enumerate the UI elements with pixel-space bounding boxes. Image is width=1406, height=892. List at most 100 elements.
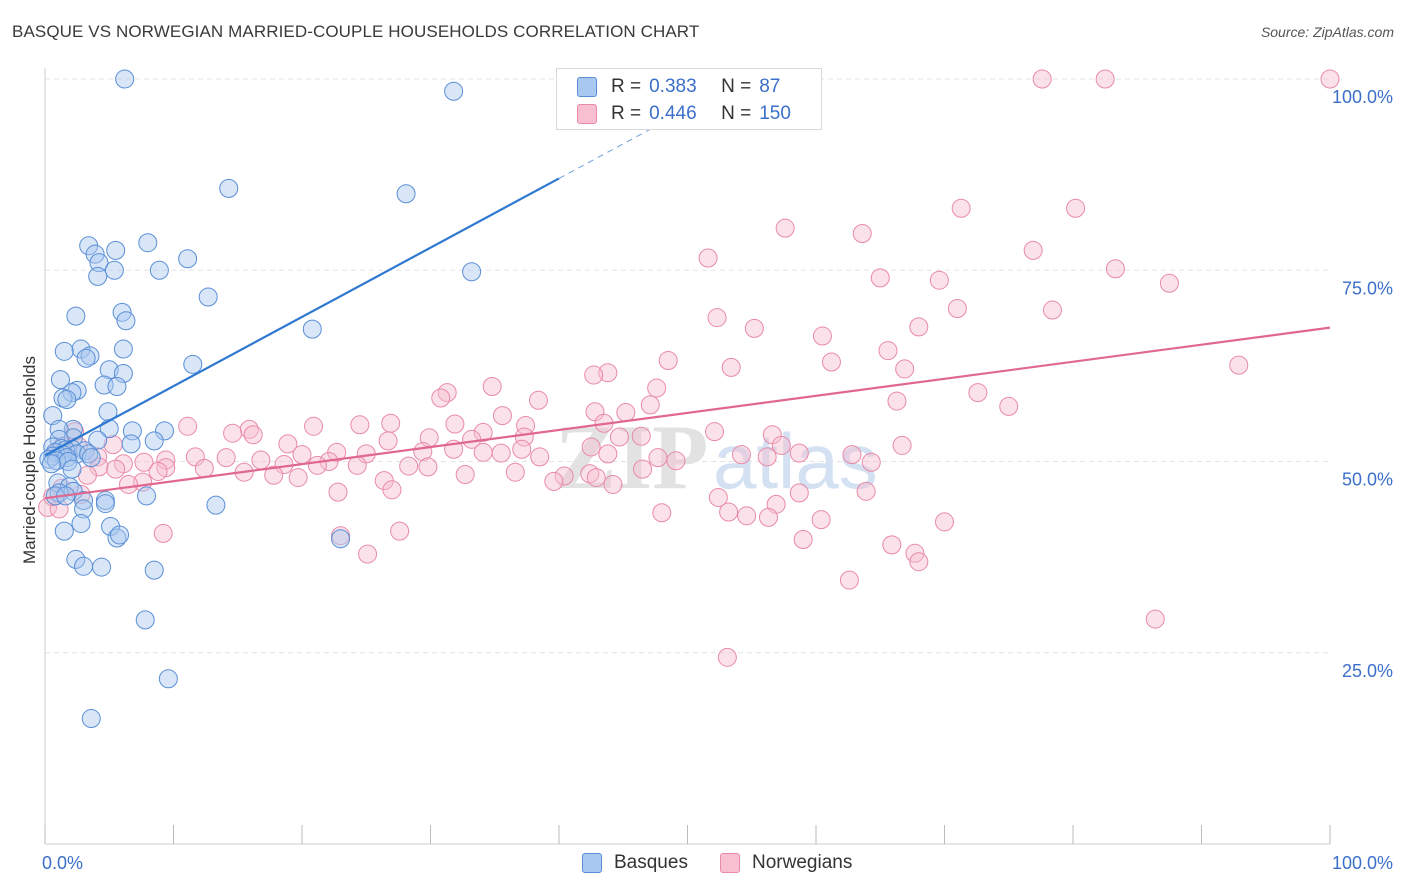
norwegian-point (839, 570, 859, 590)
chart-title: BASQUE VS NORWEGIAN MARRIED-COUPLE HOUSE… (12, 22, 700, 41)
legend-row-basques: R = 0.383 N = 87 (577, 75, 780, 99)
norwegian-point (707, 308, 727, 328)
basque-point (81, 448, 101, 468)
norwegian-point (892, 435, 912, 455)
norwegian-point (382, 480, 402, 500)
norwegian-point (304, 416, 324, 436)
basque-point (444, 81, 464, 101)
legend-label-norwegians: Norwegians (752, 852, 853, 873)
norwegian-point (528, 390, 548, 410)
norwegian-point (789, 483, 809, 503)
norwegian-point (512, 439, 532, 459)
norwegian-point (882, 535, 902, 555)
gridlines (45, 78, 1330, 654)
y-tick-label: 75.0% (1342, 278, 1393, 298)
norwegian-point (243, 425, 263, 445)
basque-point (63, 419, 83, 439)
basque-point (206, 495, 226, 515)
basque-point (198, 287, 218, 307)
basque-point (95, 494, 115, 514)
basque-point (54, 341, 74, 361)
norwegian-point (870, 268, 890, 288)
basque-point (88, 266, 108, 286)
norwegian-point (878, 341, 898, 361)
basque-point (302, 319, 322, 339)
basque-point (155, 421, 175, 441)
x-tick-label-min: 0.0% (42, 853, 83, 873)
basque-point (144, 560, 164, 580)
norwegian-point (194, 458, 214, 478)
legend-n-label: N = (721, 103, 752, 124)
legend-n-value: 150 (759, 103, 791, 124)
norwegian-point (350, 415, 370, 435)
norwegian-point (381, 413, 401, 433)
norwegian-point (1023, 240, 1043, 260)
norwegian-point (347, 455, 367, 475)
legend-r-value: 0.446 (649, 103, 697, 124)
legend-item-basques[interactable]: Basques (582, 852, 688, 874)
series-legend: Basques Norwegians (0, 852, 1406, 878)
norwegian-point (999, 396, 1019, 416)
norwegian-point (811, 510, 831, 530)
norwegian-point (544, 471, 564, 491)
norwegian-point (223, 423, 243, 443)
legend-swatch-basques (582, 853, 602, 873)
norwegian-point (856, 481, 876, 501)
norwegian-point (842, 445, 862, 465)
norwegian-point (598, 363, 618, 383)
basque-point (74, 499, 94, 519)
norwegian-point (633, 459, 653, 479)
norwegian-point (775, 218, 795, 238)
norwegian-point (1320, 69, 1340, 89)
norwegian-point (721, 357, 741, 377)
norwegian-point (1159, 273, 1179, 293)
norwegian-point (737, 506, 757, 526)
norwegian-point (1229, 355, 1249, 375)
norwegian-point (431, 388, 451, 408)
basque-point (99, 360, 119, 380)
norwegian-trend-line (44, 326, 1331, 500)
basque-point (76, 348, 96, 368)
basque-point (89, 253, 109, 273)
norwegian-point (968, 383, 988, 403)
norwegian-point (631, 426, 651, 446)
norwegian-point (895, 359, 915, 379)
y-tick-label: 100.0% (1332, 87, 1393, 107)
norwegian-point (652, 503, 672, 523)
basque-point (92, 557, 112, 577)
norwegian-point (812, 326, 832, 346)
norwegian-point (1145, 609, 1165, 629)
norwegian-point (821, 352, 841, 372)
norwegian-point (251, 450, 271, 470)
legend-n-label: N = (721, 76, 752, 97)
norwegian-point (134, 452, 154, 472)
norwegian-point (455, 465, 475, 485)
legend-r-label: R = (611, 103, 642, 124)
basque-point (66, 549, 86, 569)
basque-point (331, 529, 351, 549)
basque-point (149, 260, 169, 280)
y-tick-label: 25.0% (1342, 661, 1393, 681)
legend-item-norwegians[interactable]: Norwegians (720, 852, 852, 874)
norwegian-point (473, 442, 493, 462)
norwegian-point (947, 299, 967, 318)
norwegian-point (156, 450, 176, 470)
norwegian-point (929, 270, 949, 290)
y-tick-label: 50.0% (1342, 470, 1393, 490)
norwegian-point (264, 465, 284, 485)
basque-point (158, 669, 178, 689)
norwegian-point (708, 487, 728, 507)
norwegian-point (731, 445, 751, 465)
norwegian-point (648, 448, 668, 468)
basque-point (41, 454, 61, 474)
legend-swatch-norwegians (720, 853, 740, 873)
legend-row-norwegians: R = 0.446 N = 150 (577, 102, 791, 126)
norwegian-point (852, 224, 872, 244)
norwegian-point (492, 406, 512, 426)
legend-swatch-norwegians (577, 104, 597, 124)
norwegian-point (399, 456, 419, 476)
basque-point (107, 377, 127, 397)
norwegian-points (38, 69, 1340, 667)
norwegian-point (378, 431, 398, 451)
